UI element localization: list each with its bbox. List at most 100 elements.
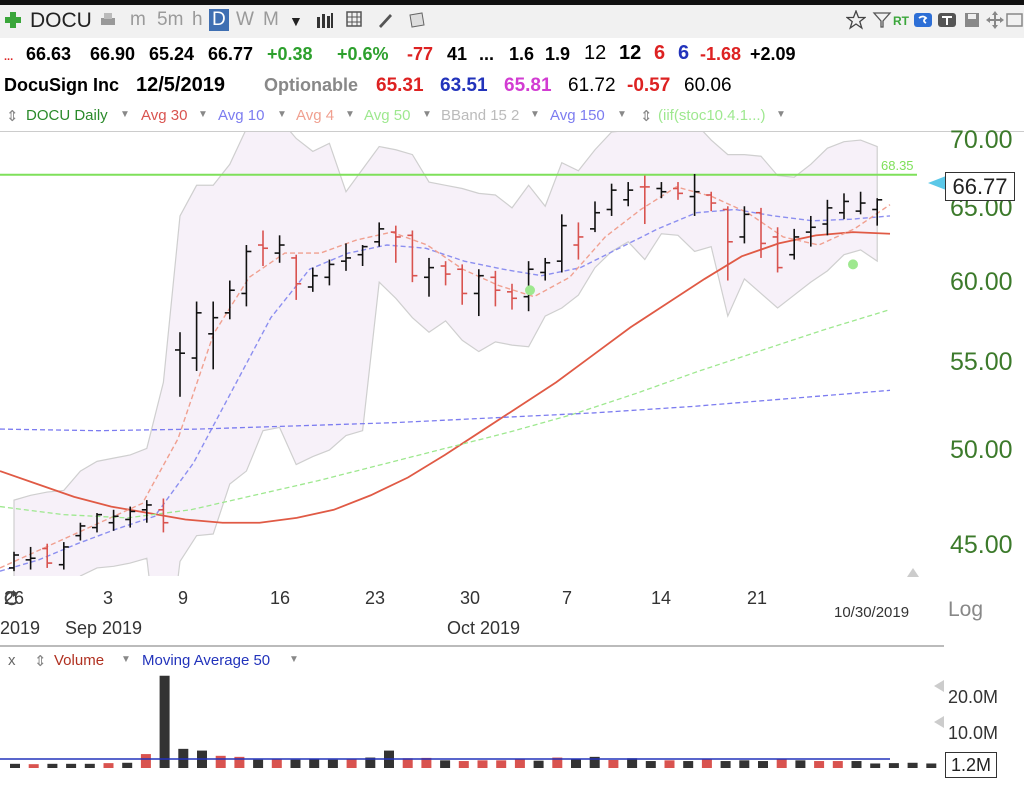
avg10-dropdown-icon[interactable]: ▼ [277,109,287,120]
ohlc-bar [58,542,69,570]
period-label: Sep 2019 [65,618,143,638]
y-tick-label: 55.00 [950,348,1013,376]
indicator-avg50[interactable]: Avg 50 [364,107,411,124]
print-icon[interactable] [98,10,118,30]
volume-bar [926,763,937,768]
volume-bar [66,763,77,768]
ohlc-bar [540,257,551,281]
ma-line-avg150 [0,389,891,432]
ohlc-bar [556,214,567,273]
ohlc-bar [390,225,401,263]
pane-divider[interactable] [0,645,944,647]
bar-chart-icon[interactable] [315,10,335,30]
avg150-dropdown-icon[interactable]: ▼ [617,109,627,120]
chart-name-dropdown-icon[interactable]: ▼ [120,109,130,120]
ohlc-bar [191,301,202,371]
volume-bar [683,761,694,768]
star-icon[interactable] [846,10,866,30]
signal-dot [848,259,858,270]
window-icon[interactable] [1005,10,1024,30]
volume-bar [851,761,862,768]
quote-date: 12/5/2019 [136,74,225,96]
grid-settings-icon[interactable] [345,10,365,30]
x-tick-label: 14 [651,588,672,608]
filter-icon[interactable] [872,10,892,30]
ohlc-bar [639,175,650,225]
period-label: Oct 2019 [447,618,521,638]
log-scale-toggle[interactable]: Log [948,598,984,621]
volume-bar [122,762,133,768]
bband-dropdown-icon[interactable]: ▼ [530,109,540,120]
avg4-dropdown-icon[interactable]: ▼ [345,109,355,120]
volume-bar [346,759,357,768]
ohlc-bar [108,509,119,531]
bollinger-band [13,132,878,576]
scan-icon[interactable] [913,10,933,30]
realtime-badge[interactable]: RT [893,14,909,28]
scroll-up-icon[interactable] [906,566,920,578]
signal-dots [525,259,858,296]
timeframe-5min[interactable]: 5m [157,9,184,30]
indicator-avg150[interactable]: Avg 150 [550,107,605,124]
volume-bar [589,756,600,768]
ohlc-bar [224,280,235,320]
x-axis: 26 3 9 16 23 30 7 14 21 2019 Sep 2019 Oc… [0,576,944,644]
price-bars [9,173,883,572]
pencil-icon[interactable] [375,10,395,30]
timeframe-day[interactable]: D [209,9,229,31]
x-tick-label: 7 [562,588,573,608]
timeframe-minute[interactable]: m [130,9,146,30]
ohlc-bar [291,254,302,300]
symbol-label[interactable]: DOCU [30,9,92,32]
indicator-avg30[interactable]: Avg 30 [141,107,188,124]
indicator-avg10[interactable]: Avg 10 [218,107,265,124]
x-tick-label: 9 [178,588,189,608]
ohlc-bar [756,207,766,258]
timeframe-month[interactable]: M [263,9,279,30]
volume-bar [758,761,768,768]
volume-bar [440,760,451,768]
stoc-move-icon[interactable]: ⇕ [640,108,653,125]
volume-bar [253,759,264,768]
quote-v5: 12 [584,42,607,64]
volume-move-icon[interactable]: ⇕ [34,653,47,670]
volume-bar [814,761,825,768]
volume-label[interactable]: Volume [54,652,105,669]
ohlc-bar [473,269,484,317]
timeframe-hour[interactable]: h [192,9,203,30]
refresh-icon[interactable] [2,588,20,608]
ohlc-bar [573,222,584,260]
volume-chart[interactable] [0,672,944,772]
move-icon[interactable] [985,10,1005,30]
note-icon[interactable] [407,10,427,30]
indicator-stoc[interactable]: (iif(stoc10.4.1...) [658,107,766,124]
ohlc-bar [241,245,252,307]
volume-ma-label[interactable]: Moving Average 50 [142,652,271,669]
dropdown-arrow-icon[interactable]: ▼ [289,13,303,29]
add-icon[interactable] [3,10,23,30]
last-price-pointer-icon [928,176,946,190]
quote-ellipsis-2: ... [479,44,495,64]
ohlc-bar [9,551,19,572]
volume-ma-dropdown-icon[interactable]: ▼ [289,654,299,665]
stoc-dropdown-icon[interactable]: ▼ [776,109,786,120]
indicator-chart-name[interactable]: DOCU Daily [26,107,108,124]
info-p5: -0.57 [627,75,671,96]
avg50-dropdown-icon[interactable]: ▼ [422,109,432,120]
indicator-avg4[interactable]: Avg 4 [296,107,335,124]
text-tool-icon[interactable] [937,10,957,30]
volume-bar [888,763,899,768]
info-p1: 65.31 [376,75,424,96]
price-chart[interactable]: 68.35 [0,132,944,576]
close-pane-icon[interactable]: x [8,652,16,669]
indicator-bband[interactable]: BBand 15 2 [441,107,520,124]
timeframe-week[interactable]: W [236,9,254,30]
chart-move-icon[interactable]: ⇕ [6,108,19,125]
avg30-dropdown-icon[interactable]: ▼ [198,109,208,120]
volume-bar [103,763,114,768]
volume-dropdown-icon[interactable]: ▼ [121,654,131,665]
ohlc-bar [805,215,816,247]
ohlc-bar [357,245,368,267]
save-icon[interactable] [962,10,982,30]
ma-line-avg30 [0,231,891,524]
